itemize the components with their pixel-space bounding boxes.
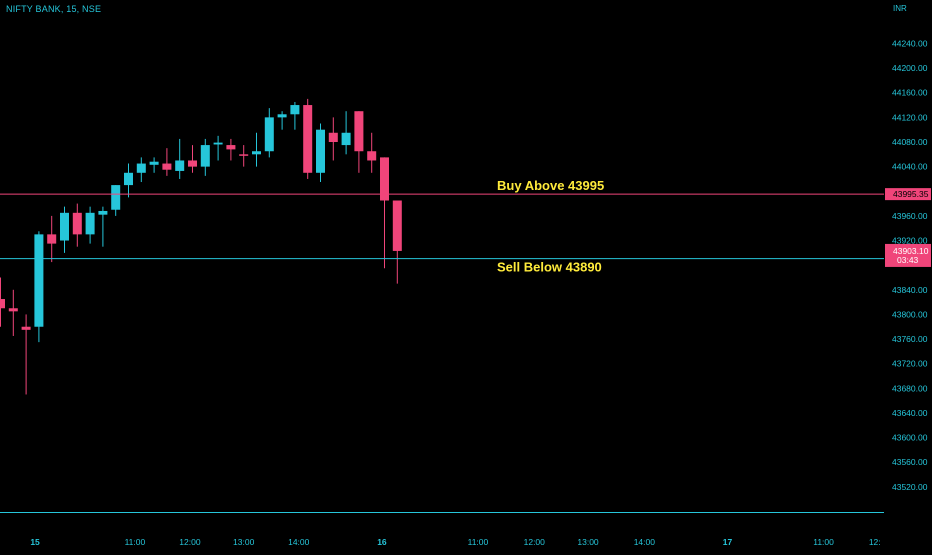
candle-body[interactable] xyxy=(0,299,5,309)
x-tick-label: 17 xyxy=(723,537,733,547)
candle-body[interactable] xyxy=(303,105,313,173)
candle-body[interactable] xyxy=(316,129,325,173)
candle-body[interactable] xyxy=(162,163,172,170)
x-tick-label: 11:00 xyxy=(468,537,489,547)
candle-body[interactable] xyxy=(47,234,57,244)
y-tick-label: 44160.00 xyxy=(892,88,928,98)
y-tick-label: 43560.00 xyxy=(892,457,928,467)
candle-body[interactable] xyxy=(175,160,185,171)
y-tick-label: 43840.00 xyxy=(892,285,928,295)
last-price-tag xyxy=(885,243,931,267)
candle-body[interactable] xyxy=(188,160,197,167)
countdown-timer: 03:43 xyxy=(897,255,919,265)
currency-label: INR xyxy=(893,4,907,13)
y-tick-label: 44040.00 xyxy=(892,162,928,172)
x-tick-label: 13:00 xyxy=(233,537,255,547)
y-tick-label: 44120.00 xyxy=(892,112,928,122)
candle-body[interactable] xyxy=(34,234,44,327)
candle-body[interactable] xyxy=(98,210,108,215)
candle-body[interactable] xyxy=(239,154,249,156)
last-price-label: 43903.10 xyxy=(893,246,929,256)
x-tick-label: 11:00 xyxy=(813,537,834,547)
y-tick-label: 43680.00 xyxy=(892,383,928,393)
candle-body[interactable] xyxy=(252,151,261,155)
buy-price-tag xyxy=(885,188,931,201)
candle-body[interactable] xyxy=(213,142,223,145)
x-tick-label: 11:00 xyxy=(125,537,146,547)
candle-body[interactable] xyxy=(226,145,236,150)
candle-body[interactable] xyxy=(290,105,300,115)
candle-body[interactable] xyxy=(72,212,82,235)
candle-body[interactable] xyxy=(328,132,338,142)
y-tick-label: 44200.00 xyxy=(892,63,928,73)
y-tick-label: 43800.00 xyxy=(892,309,928,319)
y-tick-label: 43720.00 xyxy=(892,359,928,369)
candle-body[interactable] xyxy=(264,117,274,152)
x-tick-label: 12:00 xyxy=(524,537,546,547)
symbol-title[interactable]: NIFTY BANK, 15, NSE xyxy=(6,4,102,14)
x-tick-label: 16 xyxy=(377,537,387,547)
candle-body[interactable] xyxy=(136,163,146,173)
candle-body[interactable] xyxy=(367,151,377,161)
candle-body[interactable] xyxy=(149,161,159,165)
buy-price-tag-label: 43995.35 xyxy=(893,189,929,199)
candle-body[interactable] xyxy=(341,132,351,146)
y-tick-label: 43760.00 xyxy=(892,334,928,344)
x-tick-label: 13:00 xyxy=(577,537,599,547)
x-tick-label: 12: xyxy=(869,537,881,547)
y-tick-label: 43520.00 xyxy=(892,482,928,492)
candle-body[interactable] xyxy=(392,200,402,251)
candle-body[interactable] xyxy=(111,185,121,210)
candle-body[interactable] xyxy=(60,212,69,241)
x-tick-label: 12:00 xyxy=(179,537,201,547)
candle-body[interactable] xyxy=(85,212,95,235)
candle-body[interactable] xyxy=(380,157,389,201)
x-tick-label: 15 xyxy=(30,537,40,547)
x-tick-label: 14:00 xyxy=(288,537,310,547)
candle-body[interactable] xyxy=(21,326,31,330)
candle-body[interactable] xyxy=(200,145,210,167)
buy-annotation-label[interactable]: Buy Above 43995 xyxy=(497,178,604,193)
y-tick-label: 44240.00 xyxy=(892,38,928,48)
y-tick-label: 43920.00 xyxy=(892,236,928,246)
y-tick-label: 43640.00 xyxy=(892,408,928,418)
candle-body[interactable] xyxy=(277,114,287,118)
sell-annotation-label[interactable]: Sell Below 43890 xyxy=(497,260,602,275)
candle-body[interactable] xyxy=(8,308,18,312)
y-tick-label: 44080.00 xyxy=(892,137,928,147)
x-tick-label: 14:00 xyxy=(634,537,656,547)
y-tick-label: 43600.00 xyxy=(892,433,928,443)
candle-body[interactable] xyxy=(354,111,364,152)
y-tick-label: 43960.00 xyxy=(892,211,928,221)
candle-body[interactable] xyxy=(124,172,133,186)
